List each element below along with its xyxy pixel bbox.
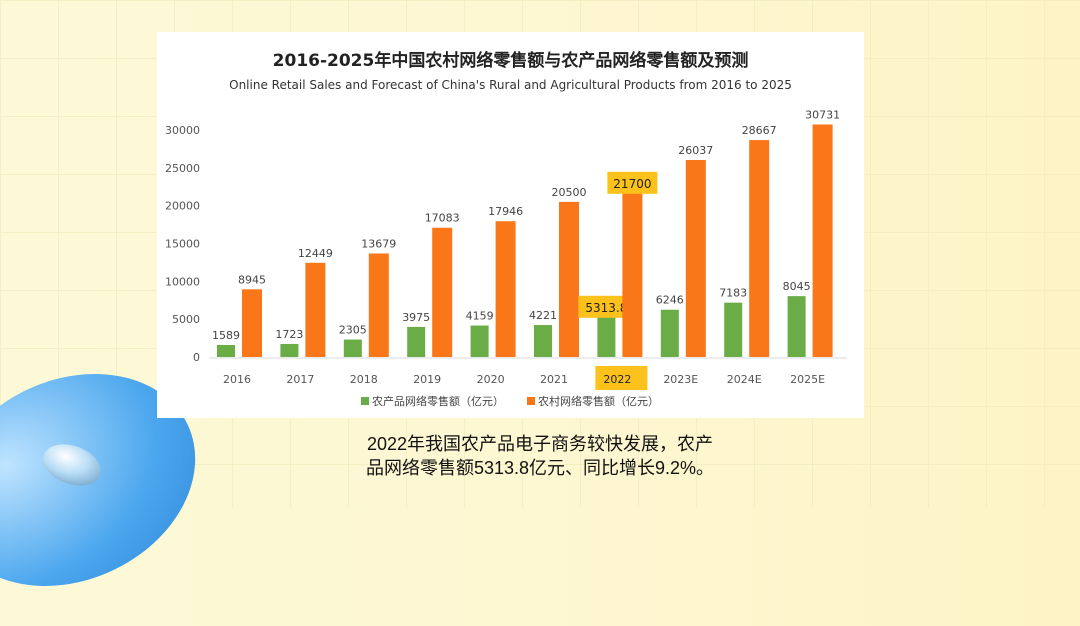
chart-card: 2016-2025年中国农村网络零售额与农产品网络零售额及预测 Online R… <box>157 32 864 418</box>
y-tick-label: 25000 <box>165 162 200 175</box>
bar-rural <box>432 227 453 357</box>
legend-label: 农产品网络零售额（亿元） <box>372 394 504 408</box>
bar-agri <box>660 309 679 357</box>
data-label: 8045 <box>783 280 811 293</box>
x-tick-label: 2022 <box>603 373 631 386</box>
bar-rural <box>559 201 579 357</box>
data-label: 4221 <box>529 309 557 322</box>
x-tick-label: 2016 <box>223 373 251 386</box>
bar-agri <box>407 326 426 357</box>
x-tick-label: 2023E <box>663 373 698 386</box>
bar-chart: 0 5000 10000 15000 20000 25000 30000 1589 8945 20… <box>165 108 847 408</box>
data-label-highlight <box>607 171 658 194</box>
data-label: 1723 <box>275 328 303 341</box>
data-label: 17946 <box>488 205 523 218</box>
data-label: 28667 <box>742 124 777 137</box>
legend-swatch <box>361 397 369 405</box>
bar-agri <box>280 343 299 357</box>
chart-subtitle: Online Retail Sales and Forecast of Chin… <box>229 78 792 92</box>
x-tick-label: 2019 <box>413 373 441 386</box>
caption-line-2: 品网络零售额5313.8亿元、同比增长9.2%。 <box>365 458 715 478</box>
data-label: 30731 <box>805 108 840 121</box>
x-tick-label: 2017 <box>286 373 314 386</box>
bar-agri <box>787 296 806 357</box>
data-label: 8945 <box>238 273 266 286</box>
data-label: 5313.8 <box>585 301 627 315</box>
data-label: 2305 <box>339 324 367 337</box>
x-tick-label: 2020 <box>477 373 505 386</box>
bar-agri <box>343 339 362 357</box>
data-label: 12449 <box>298 247 333 260</box>
data-label: 13679 <box>361 237 396 250</box>
y-tick-label: 0 <box>193 351 200 364</box>
bar-agri <box>217 344 235 357</box>
y-tick-label: 5000 <box>172 313 200 326</box>
bar-agri <box>470 325 489 357</box>
bar-rural <box>242 289 262 357</box>
data-label: 17083 <box>425 212 460 225</box>
caption: 2022年我国农产品电子商务较快发展，农产 品网络零售额5313.8亿元、同比增… <box>300 432 780 480</box>
bar-rural <box>812 124 833 357</box>
data-label: 3975 <box>402 311 430 324</box>
data-label: 20500 <box>552 186 587 199</box>
legend-label: 农村网络零售额（亿元） <box>538 394 659 408</box>
x-tick-label: 2025E <box>790 373 825 386</box>
bar-rural <box>622 192 643 357</box>
y-tick-label: 30000 <box>165 124 200 137</box>
chart-title: 2016-2025年中国农村网络零售额与农产品网络零售额及预测 <box>272 51 749 71</box>
data-label: 4159 <box>466 310 494 323</box>
caption-line-1: 2022年我国农产品电子商务较快发展，农产 <box>366 434 714 454</box>
bar-agri <box>534 325 552 357</box>
bar-rural <box>685 159 706 357</box>
data-label: 26037 <box>678 144 713 157</box>
bar-rural <box>495 221 516 357</box>
x-tick-label: 2021 <box>540 373 568 386</box>
bar-agri <box>724 302 743 357</box>
x-tick-label: 2018 <box>350 373 378 386</box>
legend-swatch <box>527 397 535 405</box>
y-tick-label: 15000 <box>165 238 200 251</box>
bar-rural <box>368 253 389 357</box>
x-tick-label: 2024E <box>727 373 762 386</box>
y-tick-label: 10000 <box>165 275 200 288</box>
bar-rural <box>749 140 770 357</box>
data-label: 6246 <box>656 294 684 307</box>
data-label: 7183 <box>719 287 747 300</box>
y-tick-label: 20000 <box>165 200 200 213</box>
x-tick-highlight <box>595 366 648 390</box>
bar-rural <box>305 262 326 357</box>
data-label-highlight <box>578 295 635 318</box>
bar-agri <box>597 316 616 357</box>
data-label: 21700 <box>613 177 651 191</box>
data-label: 1589 <box>212 329 240 342</box>
